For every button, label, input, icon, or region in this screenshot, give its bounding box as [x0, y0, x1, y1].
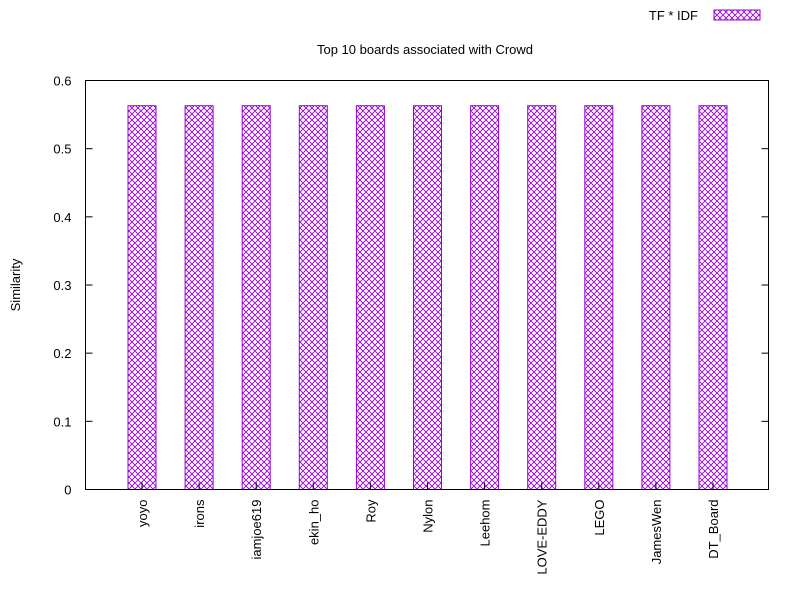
x-tick-label: iamjoe619	[249, 500, 264, 560]
x-tick-label: LEGO	[592, 500, 607, 536]
bars	[127, 105, 728, 490]
bar-jameswen	[641, 105, 671, 490]
bar-roy	[355, 105, 385, 490]
y-tick-label: 0.3	[53, 278, 71, 293]
legend: TF * IDF	[649, 8, 761, 23]
bar-love-eddy	[527, 105, 557, 490]
bar-leehom	[470, 105, 500, 490]
chart-title: Top 10 boards associated with Crowd	[317, 42, 533, 57]
y-tick-label: 0	[64, 483, 71, 498]
bar-irons	[184, 105, 214, 490]
bar-iamjoe619	[241, 105, 271, 490]
legend-label: TF * IDF	[649, 8, 698, 23]
y-tick-label: 0.5	[53, 142, 71, 157]
x-tick-label: yoyo	[135, 500, 150, 527]
y-tick-label: 0.2	[53, 346, 71, 361]
x-tick-label: Roy	[363, 499, 378, 523]
x-tick-label: ekin_ho	[306, 500, 321, 546]
bar-dt-board	[698, 105, 728, 490]
x-tick-label: Leehom	[478, 499, 493, 546]
x-axis-labels: yoyo irons iamjoe619 ekin_ho Roy Nylon Leehom L…	[135, 482, 721, 575]
y-axis-ticks: 0 0.1 0.2 0.3 0.4 0.5 0.6	[53, 74, 769, 498]
x-tick-label: JamesWen	[649, 500, 664, 565]
bar-lego	[584, 105, 614, 490]
bar-ekin-ho	[298, 105, 328, 490]
x-tick-label: DT_Board	[706, 500, 721, 559]
legend-swatch	[713, 9, 761, 21]
y-tick-label: 0.6	[53, 74, 71, 89]
x-tick-label: irons	[192, 499, 207, 528]
bar-yoyo	[127, 105, 157, 490]
bar-nylon	[413, 105, 442, 490]
y-tick-label: 0.1	[53, 414, 71, 429]
x-tick-label: Nylon	[421, 500, 436, 533]
y-tick-label: 0.4	[53, 210, 71, 225]
x-tick-label: LOVE-EDDY	[535, 499, 550, 574]
y-axis-label: Similarity	[8, 258, 23, 311]
plot-frame	[85, 80, 769, 490]
